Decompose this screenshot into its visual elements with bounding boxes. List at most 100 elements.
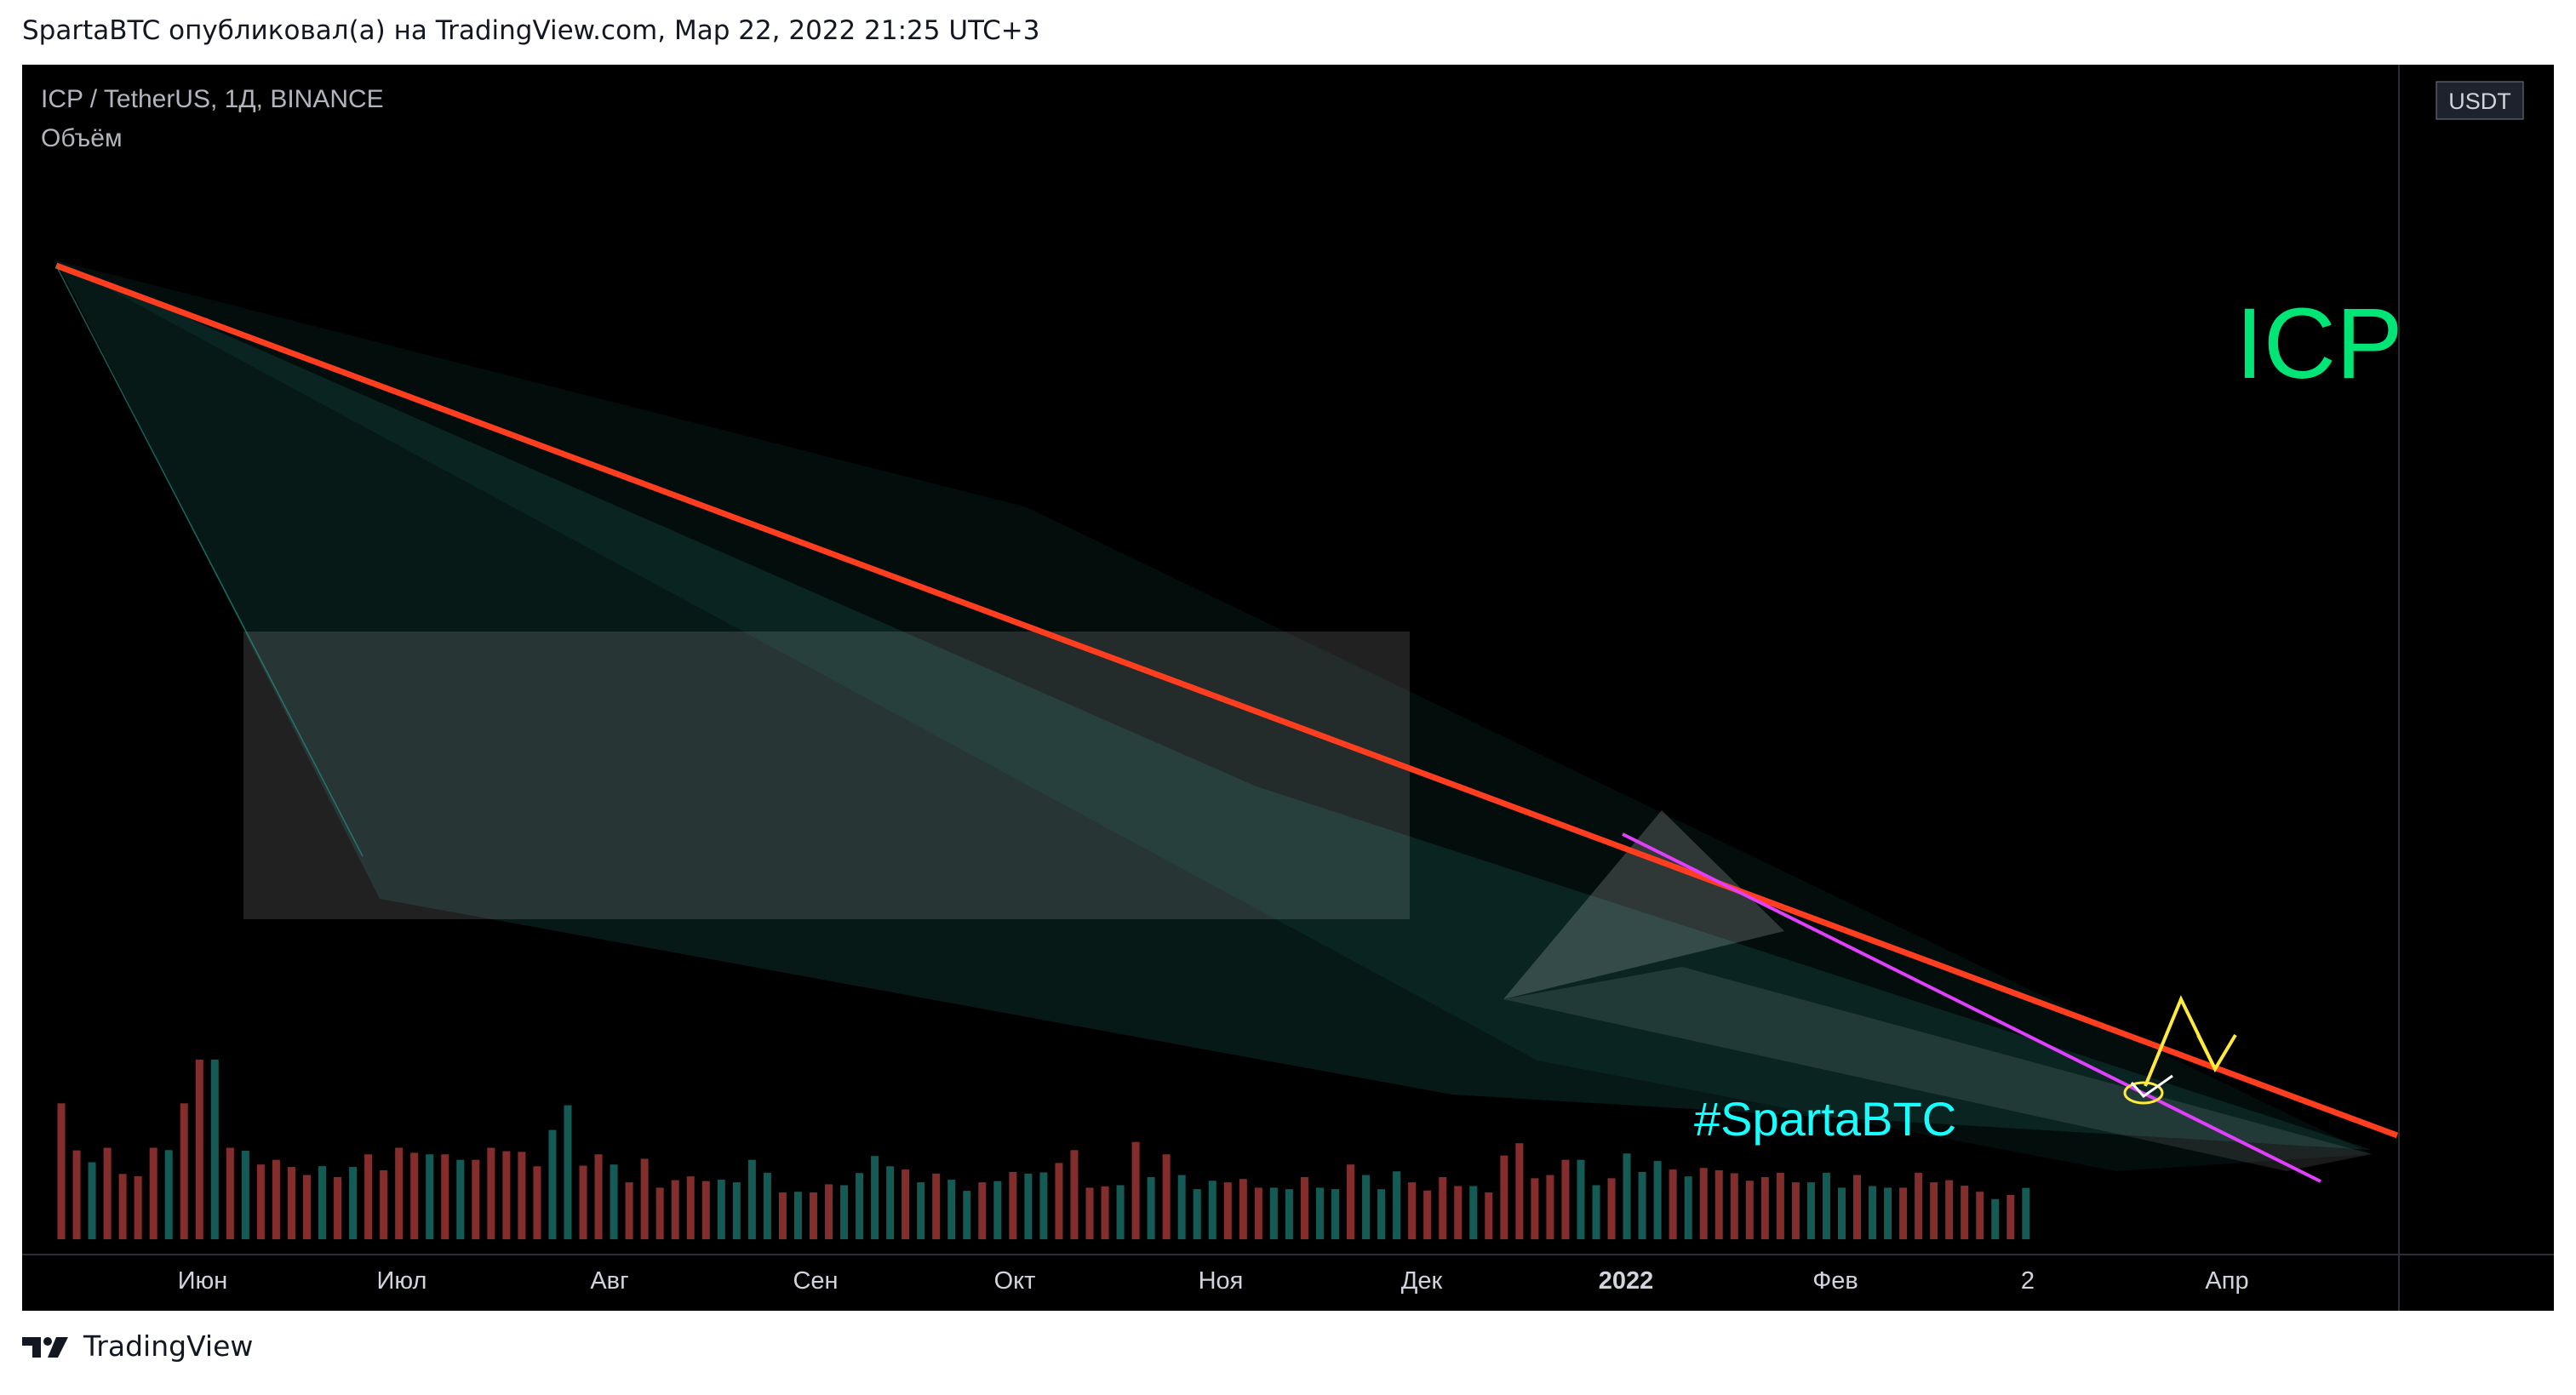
volume-bar — [1469, 1186, 1478, 1239]
volume-bar — [1408, 1182, 1417, 1239]
volume-bar — [993, 1181, 1002, 1239]
volume-bar — [1653, 1161, 1662, 1239]
volume-bar — [1116, 1185, 1125, 1239]
falling-wedge-fill — [56, 260, 2372, 1150]
volume-bar — [395, 1147, 404, 1239]
volume-bar — [57, 1103, 66, 1239]
volume-bar — [1577, 1159, 1585, 1239]
volume-bar — [1362, 1175, 1371, 1239]
volume-bar — [1899, 1187, 1908, 1239]
triangle-pattern — [1503, 810, 1784, 999]
volume-bar — [472, 1159, 480, 1239]
volume-bar — [1669, 1169, 1677, 1239]
volume-bar — [1039, 1172, 1048, 1239]
volume-bar — [686, 1176, 695, 1239]
volume-bar — [1869, 1186, 1877, 1239]
volume-bar — [1439, 1176, 1447, 1239]
arrow-head — [2196, 1033, 2237, 1073]
volume-bar — [1393, 1171, 1401, 1239]
volume-bar — [364, 1154, 373, 1239]
chart-title-annotation: ICP — [2235, 288, 2403, 400]
volume-bar — [625, 1182, 633, 1239]
volume-bar — [1500, 1155, 1508, 1239]
volume-bar — [1377, 1189, 1386, 1239]
volume-bar — [1193, 1189, 1201, 1239]
descending-resistance-trendline — [54, 262, 2399, 1139]
author-watermark: #SpartaBTC — [1694, 1092, 1956, 1146]
volume-bar — [886, 1166, 895, 1239]
volume-bar — [1024, 1173, 1033, 1239]
currency-label: USDT — [2448, 89, 2511, 114]
volume-bar — [1853, 1175, 1862, 1239]
wedge-edge — [55, 265, 364, 857]
wedge-lower-fill — [1503, 967, 2372, 1171]
volume-bar — [778, 1192, 787, 1239]
volume-bar — [856, 1173, 864, 1239]
volume-bar — [1239, 1179, 1247, 1239]
x-tick-label: Ноя — [1199, 1267, 1244, 1295]
volume-bar — [732, 1182, 741, 1239]
volume-bar — [840, 1185, 849, 1239]
range-box — [243, 632, 1410, 919]
volume-bar — [747, 1159, 756, 1239]
volume-bar — [72, 1150, 81, 1239]
volume-bar — [2022, 1187, 2030, 1239]
volume-bar — [1285, 1189, 1293, 1239]
chart-canvas[interactable]: 400.00300.00220.00160.00120.0090.0042.00… — [22, 65, 2554, 1311]
volume-bar — [1009, 1171, 1017, 1239]
volume-bar — [88, 1162, 96, 1239]
volume-bar — [1423, 1190, 1432, 1239]
volume-bar — [533, 1166, 541, 1239]
volume-bar — [456, 1159, 465, 1239]
volume-bar — [1485, 1192, 1493, 1239]
volume-bar — [902, 1169, 910, 1239]
legend-symbol: ICP / TetherUS, 1Д, BINANCE — [41, 85, 384, 113]
volume-bar — [1055, 1163, 1063, 1239]
currency-badge: USDT — [2436, 81, 2524, 120]
volume-bar — [1976, 1192, 1984, 1239]
volume-bar — [1915, 1172, 1923, 1239]
volume-bar — [1945, 1180, 1954, 1239]
price-chart[interactable]: 400.00300.00220.00160.00120.0090.0042.00… — [22, 65, 2554, 1311]
volume-bar — [518, 1152, 526, 1239]
volume-bar — [610, 1164, 618, 1239]
volume-bar — [349, 1167, 358, 1239]
legend-volume-label: Объём — [41, 124, 123, 152]
x-tick-label: Дек — [1401, 1267, 1443, 1295]
volume-bar — [164, 1150, 173, 1239]
volume-bar — [241, 1151, 249, 1239]
volume-bar — [594, 1154, 603, 1239]
volume-bar — [487, 1147, 495, 1239]
x-tick-label: Сен — [793, 1267, 838, 1295]
volume-bar — [502, 1151, 511, 1239]
x-tick-label: 2022 — [1599, 1267, 1654, 1295]
volume-bar — [947, 1180, 956, 1239]
volume-bar — [963, 1191, 971, 1239]
volume-bar — [1884, 1187, 1892, 1239]
volume-bar — [1162, 1154, 1171, 1239]
volume-bar — [1454, 1186, 1463, 1239]
volume-bar — [1223, 1182, 1232, 1239]
volume-bar — [195, 1059, 203, 1239]
volume-bar — [825, 1184, 833, 1239]
volume-bar — [1254, 1187, 1262, 1239]
volume-bar — [548, 1129, 557, 1239]
x-tick-label: Авг — [590, 1267, 628, 1295]
volume-bar — [1714, 1169, 1723, 1239]
volume-bar — [809, 1192, 817, 1239]
tradingview-footer: TradingView — [22, 1329, 253, 1363]
volume-bar — [302, 1175, 311, 1239]
breakout-circle — [2123, 1081, 2164, 1105]
volume-bar — [1101, 1186, 1109, 1239]
volume-bar — [1315, 1187, 1324, 1239]
volume-bar — [410, 1152, 419, 1239]
volume-bar — [1730, 1173, 1738, 1239]
volume-bar — [1208, 1181, 1216, 1239]
tradingview-logo-icon — [22, 1336, 68, 1358]
volume-bar — [210, 1059, 219, 1239]
volume-bar — [1331, 1189, 1339, 1239]
volume-bar — [1822, 1172, 1830, 1239]
volume-bar — [180, 1103, 188, 1239]
volume-bar — [1638, 1171, 1646, 1239]
volume-bar — [1776, 1172, 1784, 1239]
